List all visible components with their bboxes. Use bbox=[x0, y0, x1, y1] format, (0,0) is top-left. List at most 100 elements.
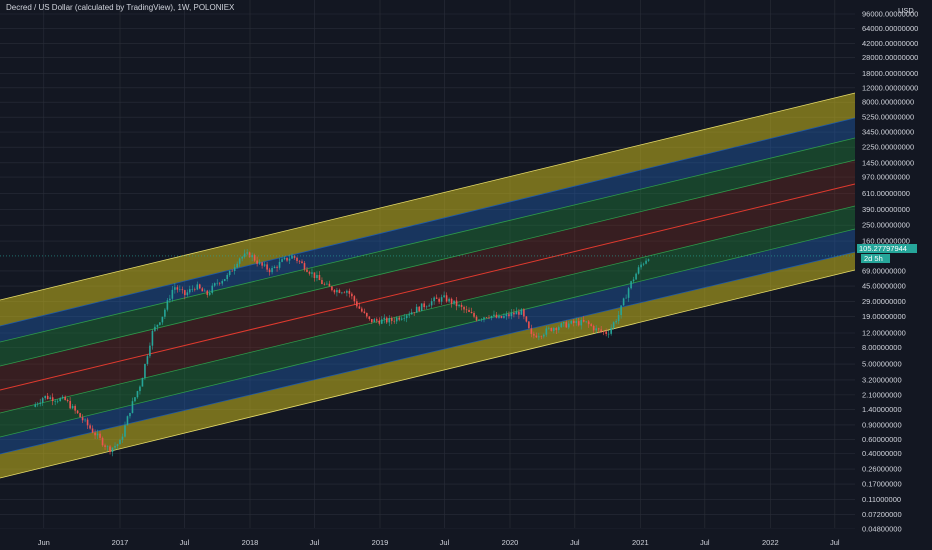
candle-body bbox=[557, 327, 560, 330]
candle-body bbox=[605, 331, 607, 334]
candle-body bbox=[151, 330, 154, 346]
time-tick-label: 2021 bbox=[632, 538, 649, 547]
time-tick-label: Jul bbox=[440, 538, 450, 547]
candle-body bbox=[154, 326, 156, 331]
candle-body bbox=[201, 288, 204, 292]
price-tick-label: 0.90000000 bbox=[862, 420, 902, 429]
channel-band-center-upper bbox=[0, 160, 855, 390]
candle-body bbox=[500, 315, 503, 318]
candle-body bbox=[246, 252, 248, 254]
candle-body bbox=[341, 292, 343, 294]
candle-body bbox=[184, 290, 186, 296]
channel-line bbox=[0, 228, 856, 438]
candle-body bbox=[463, 306, 465, 310]
candle-body bbox=[378, 320, 381, 324]
candle-body bbox=[291, 255, 293, 259]
candle-body bbox=[96, 433, 99, 436]
candle-body bbox=[293, 255, 296, 258]
candle-body bbox=[343, 292, 346, 294]
price-tick-label: 18000.00000000 bbox=[862, 69, 918, 78]
time-tick-label: 2017 bbox=[112, 538, 129, 547]
candle-body bbox=[435, 297, 438, 299]
price-tick-label: 970.00000000 bbox=[862, 173, 910, 182]
candle-body bbox=[393, 320, 396, 322]
candle-body bbox=[109, 446, 111, 453]
candle-body bbox=[126, 416, 129, 426]
price-tick-label: 42000.00000000 bbox=[862, 39, 918, 48]
candle-body bbox=[71, 405, 74, 409]
candle-body bbox=[116, 444, 119, 446]
candle-body bbox=[263, 264, 266, 266]
candle-body bbox=[213, 283, 216, 286]
candle-body bbox=[540, 336, 543, 337]
candle-body bbox=[273, 266, 276, 268]
candle-body bbox=[271, 267, 273, 273]
candle-body bbox=[513, 312, 515, 315]
candle-body bbox=[371, 319, 373, 323]
candle-body bbox=[590, 324, 593, 326]
candle-body bbox=[640, 264, 642, 268]
candle-body bbox=[530, 328, 533, 334]
candle-body bbox=[582, 320, 585, 322]
candle-body bbox=[533, 333, 535, 336]
candle-body bbox=[278, 261, 281, 268]
candle-body bbox=[243, 253, 246, 257]
candle-body bbox=[44, 395, 47, 399]
candle-body bbox=[505, 314, 508, 317]
candle-body bbox=[298, 260, 301, 262]
candle-body bbox=[622, 298, 625, 306]
price-tick-label: 0.60000000 bbox=[862, 435, 902, 444]
price-tick-label: 5250.00000000 bbox=[862, 113, 914, 122]
price-tick-label: 2.10000000 bbox=[862, 390, 902, 399]
candle-body bbox=[206, 290, 209, 295]
candle-body bbox=[572, 320, 575, 323]
price-tick-label: 0.17000000 bbox=[862, 480, 902, 489]
candle-body bbox=[597, 328, 600, 330]
candle-body bbox=[311, 272, 313, 274]
channel-band-green-upper bbox=[0, 138, 855, 366]
candle-body bbox=[303, 263, 306, 270]
candle-body bbox=[410, 312, 413, 315]
candle-body bbox=[380, 319, 383, 324]
price-tick-label: 3450.00000000 bbox=[862, 128, 914, 137]
candle-body bbox=[46, 395, 49, 399]
candle-body bbox=[191, 289, 194, 290]
channel-band-outer-upper bbox=[0, 93, 855, 326]
candle-body bbox=[106, 446, 109, 448]
candle-body bbox=[475, 316, 478, 321]
price-tick-label: 12000.00000000 bbox=[862, 83, 918, 92]
price-tick-label: 19.00000000 bbox=[862, 312, 906, 321]
candle-body bbox=[508, 314, 510, 317]
candle-body bbox=[54, 400, 56, 402]
candle-body bbox=[59, 398, 61, 401]
candle-body bbox=[288, 258, 291, 261]
time-axis[interactable]: Jun 2017 Jul 2018 Jul 2019 Jul 2020 Jul 2021 Jul 20… bbox=[0, 529, 855, 550]
candle-body bbox=[550, 328, 553, 331]
candle-body bbox=[189, 289, 191, 293]
candle-body bbox=[258, 262, 261, 264]
price-axis[interactable]: 96000.00000000 64000.00000000 42000.000000… bbox=[855, 0, 932, 550]
candle-body bbox=[448, 298, 450, 302]
candle-body bbox=[276, 266, 278, 268]
candle-body bbox=[523, 309, 525, 317]
candle-body bbox=[283, 257, 286, 260]
candle-body bbox=[423, 303, 425, 308]
candle-body bbox=[301, 261, 303, 264]
candle-body bbox=[346, 290, 348, 293]
candle-body bbox=[607, 333, 610, 335]
candle-body bbox=[331, 286, 333, 291]
candle-body bbox=[368, 316, 371, 320]
price-tick-label: 0.07200000 bbox=[862, 510, 902, 519]
candle-body bbox=[238, 258, 241, 264]
time-tick-label: Jul bbox=[180, 538, 190, 547]
candle-body bbox=[64, 396, 66, 400]
candle-body bbox=[156, 324, 159, 327]
candle-body bbox=[89, 425, 91, 429]
candle-body bbox=[196, 284, 199, 290]
candle-body bbox=[76, 410, 79, 414]
candle-body bbox=[645, 260, 647, 264]
candle-body bbox=[174, 287, 176, 290]
candle-body bbox=[400, 318, 403, 320]
candle-body bbox=[114, 445, 116, 448]
